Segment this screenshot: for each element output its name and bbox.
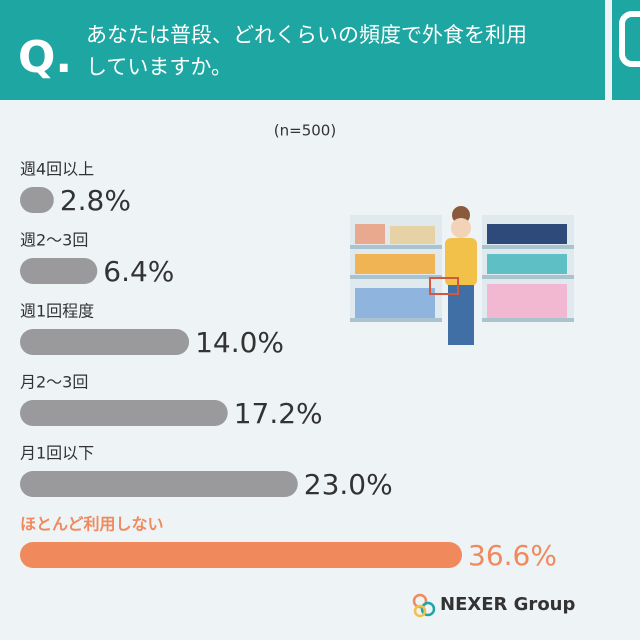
title-line: あなたは普段、どれくらいの頻度で外食を利用 — [86, 23, 527, 47]
category-label: ほとんど利用しない — [20, 515, 164, 534]
illustration — [350, 206, 574, 345]
header-band — [0, 0, 605, 100]
value-label: 36.6% — [468, 539, 557, 572]
category-label: 週2～3回 — [20, 231, 88, 250]
bar — [20, 471, 298, 497]
value-label: 23.0% — [304, 468, 393, 501]
category-label: 月2～3回 — [20, 373, 88, 392]
category-label: 月1回以下 — [20, 444, 94, 463]
subtitle: (n=500) — [274, 122, 336, 140]
bar — [20, 329, 190, 355]
value-label: 2.8% — [60, 184, 131, 217]
value-label: 14.0% — [195, 326, 284, 359]
category-label: 週1回程度 — [20, 302, 94, 321]
bar — [20, 542, 462, 568]
category-label: 週4回以上 — [20, 160, 94, 179]
bar — [20, 187, 54, 213]
title-line: していますか。 — [86, 55, 232, 79]
question-mark: Q. — [18, 32, 72, 83]
bar — [20, 400, 228, 426]
bar — [20, 258, 98, 284]
next-panel-q — [619, 11, 640, 67]
value-label: 6.4% — [103, 255, 174, 288]
brand-logo — [412, 593, 436, 618]
value-label: 17.2% — [234, 397, 323, 430]
brand: NEXER Group — [440, 594, 575, 615]
